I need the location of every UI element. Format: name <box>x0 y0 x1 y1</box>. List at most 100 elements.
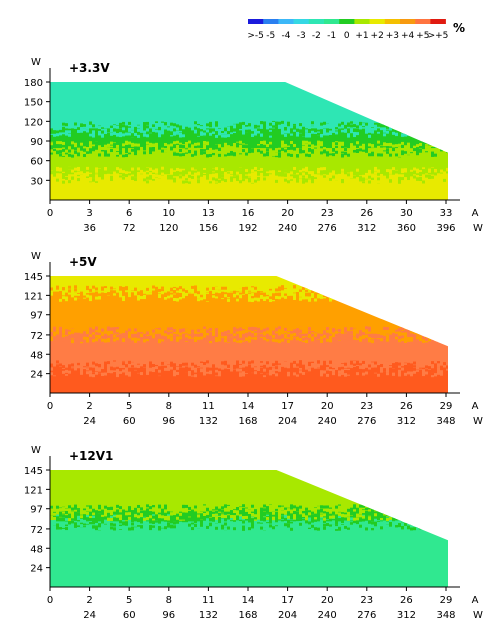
heatmap-cell <box>218 295 221 299</box>
heatmap-cell <box>272 172 275 176</box>
heatmap-cell <box>152 169 155 173</box>
heatmap-cell <box>392 174 395 178</box>
heatmap-cell <box>125 132 128 136</box>
y-tick-label: 90 <box>30 137 43 148</box>
heatmap-cell <box>368 169 371 173</box>
heatmap-cell <box>368 129 371 133</box>
heatmap-cell <box>278 286 281 290</box>
heatmap-cell <box>176 371 179 375</box>
heatmap-cell <box>224 326 227 330</box>
heatmap-cell <box>305 140 308 144</box>
heatmap-cell <box>62 122 65 126</box>
heatmap-cell <box>191 366 194 370</box>
heatmap-cell <box>170 147 173 151</box>
heatmap-cell <box>380 362 383 366</box>
heatmap-cell <box>371 333 374 337</box>
heatmap-cell <box>341 154 344 158</box>
heatmap-cell <box>401 127 404 131</box>
heatmap-cell <box>53 331 56 335</box>
heatmap-cell <box>275 140 278 144</box>
heatmap-cell <box>431 175 434 179</box>
heatmap-cell <box>425 294 428 298</box>
heatmap-cell <box>446 365 448 369</box>
heatmap-cell <box>206 175 209 179</box>
heatmap-cell <box>386 335 389 339</box>
heatmap-cell <box>317 144 320 148</box>
heatmap-cell <box>395 331 398 335</box>
heatmap-cell <box>323 370 326 374</box>
heatmap-cell <box>365 297 368 301</box>
heatmap-cell <box>278 147 281 151</box>
heatmap-cell <box>440 143 443 147</box>
heatmap-cell <box>101 176 104 180</box>
heatmap-cell <box>413 170 416 174</box>
heatmap-cell <box>77 522 80 526</box>
heatmap-cell <box>107 332 110 336</box>
heatmap-cell <box>344 286 347 290</box>
heatmap-cell <box>239 364 242 368</box>
heatmap-cell <box>314 179 317 183</box>
heatmap-cell <box>422 373 425 377</box>
heatmap-cell <box>392 180 395 184</box>
heatmap-cell <box>440 133 443 137</box>
heatmap-cell <box>293 175 296 179</box>
heatmap-cell <box>383 326 386 330</box>
heatmap-cell <box>431 295 434 299</box>
heatmap-cell <box>56 141 59 145</box>
heatmap-cell <box>383 290 386 294</box>
heatmap-cell <box>209 331 212 335</box>
heatmap-cell <box>440 367 443 371</box>
heatmap-cell <box>353 336 356 340</box>
heatmap-cell <box>302 154 305 158</box>
heatmap-cell <box>323 132 326 136</box>
heatmap-cell <box>125 125 128 129</box>
heatmap-cell <box>140 360 143 364</box>
heatmap-cell <box>248 366 251 370</box>
heatmap-cell <box>146 150 149 154</box>
heatmap-cell <box>239 340 242 344</box>
heatmap-cell <box>365 328 368 332</box>
heatmap-cell <box>287 290 290 294</box>
heatmap-cell <box>446 287 448 291</box>
heatmap-cell <box>236 142 239 146</box>
heatmap-cell <box>272 170 275 174</box>
heatmap-cell <box>272 288 275 292</box>
heatmap-cell <box>437 176 440 180</box>
heatmap-cell <box>74 172 77 176</box>
heatmap-cell <box>89 178 92 182</box>
heatmap-cell <box>341 141 344 145</box>
heatmap-cell <box>68 294 71 298</box>
heatmap-cell <box>380 293 383 297</box>
heatmap-cell <box>308 147 311 151</box>
heatmap-cell <box>317 146 320 150</box>
heatmap-cell <box>143 367 146 371</box>
heatmap-cell <box>317 141 320 145</box>
heatmap-cell <box>425 121 428 125</box>
heatmap-cell <box>128 170 131 174</box>
heatmap-cell <box>404 299 407 303</box>
heatmap-cell <box>179 296 182 300</box>
heatmap-cell <box>158 294 161 298</box>
heatmap-cell <box>230 170 233 174</box>
heatmap-cell <box>230 374 233 378</box>
heatmap-cell <box>368 124 371 128</box>
heatmap-cell <box>140 167 143 171</box>
heatmap-cell <box>281 125 284 129</box>
heatmap-cell <box>380 285 383 289</box>
heatmap-cell <box>356 288 359 292</box>
heatmap-cell <box>395 362 398 366</box>
heatmap-cell <box>68 372 71 376</box>
heatmap-cell <box>290 132 293 136</box>
heatmap-cell <box>440 175 443 179</box>
y-tick-label: 121 <box>24 291 43 302</box>
heatmap-cell <box>245 126 248 130</box>
heatmap-cell <box>155 153 158 157</box>
heatmap-cell <box>50 125 53 129</box>
heatmap-cell <box>425 140 428 144</box>
heatmap-cell <box>359 336 362 340</box>
heatmap-cell <box>290 171 293 175</box>
heatmap-cell <box>56 154 59 158</box>
heatmap-cell <box>413 127 416 131</box>
heatmap-cell <box>263 126 266 130</box>
heatmap-cell <box>419 168 422 172</box>
